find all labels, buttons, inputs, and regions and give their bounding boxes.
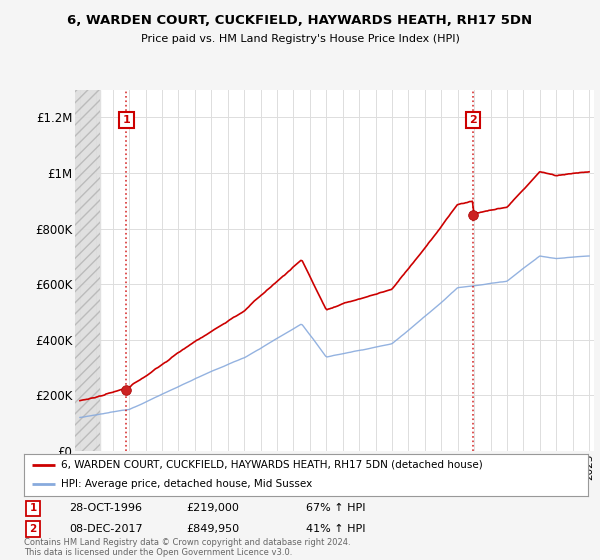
Text: 1: 1 <box>122 115 130 125</box>
Text: 2: 2 <box>469 115 476 125</box>
Bar <box>75 90 100 451</box>
Text: £219,000: £219,000 <box>186 503 239 514</box>
Text: HPI: Average price, detached house, Mid Sussex: HPI: Average price, detached house, Mid … <box>61 479 312 489</box>
Text: 6, WARDEN COURT, CUCKFIELD, HAYWARDS HEATH, RH17 5DN: 6, WARDEN COURT, CUCKFIELD, HAYWARDS HEA… <box>67 14 533 27</box>
Text: Price paid vs. HM Land Registry's House Price Index (HPI): Price paid vs. HM Land Registry's House … <box>140 34 460 44</box>
Text: 08-DEC-2017: 08-DEC-2017 <box>69 524 143 534</box>
Text: 41% ↑ HPI: 41% ↑ HPI <box>306 524 365 534</box>
Text: 67% ↑ HPI: 67% ↑ HPI <box>306 503 365 514</box>
Text: 6, WARDEN COURT, CUCKFIELD, HAYWARDS HEATH, RH17 5DN (detached house): 6, WARDEN COURT, CUCKFIELD, HAYWARDS HEA… <box>61 460 482 470</box>
Text: 1: 1 <box>29 503 37 514</box>
Text: £849,950: £849,950 <box>186 524 239 534</box>
Bar <box>75 90 100 451</box>
Text: 2: 2 <box>29 524 37 534</box>
Text: 28-OCT-1996: 28-OCT-1996 <box>69 503 142 514</box>
Text: Contains HM Land Registry data © Crown copyright and database right 2024.
This d: Contains HM Land Registry data © Crown c… <box>24 538 350 557</box>
